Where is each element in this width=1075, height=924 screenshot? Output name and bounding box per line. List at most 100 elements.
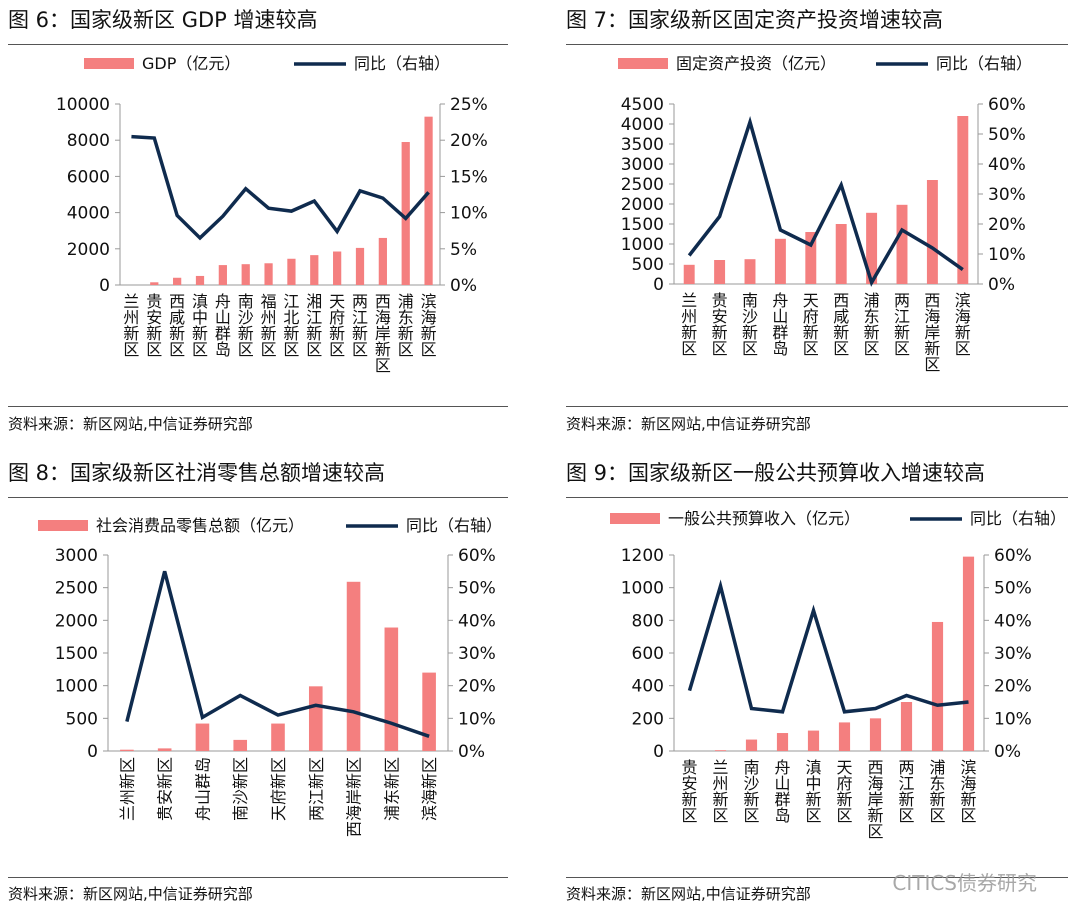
yoy-growth-line: [687, 579, 969, 714]
bar-南沙新区: [233, 739, 248, 751]
left-axis-tick-label: 3000: [55, 546, 98, 566]
bar-贵安新区: [714, 260, 726, 284]
source-divider: [566, 877, 1068, 878]
legend-line-label: 同比（右轴）: [354, 54, 450, 73]
right-axis-tick-label: 20%: [458, 677, 496, 697]
bar-贵安新区: [157, 748, 172, 751]
bar-浦东新区: [384, 627, 399, 751]
bar-兰州新区: [714, 750, 727, 751]
legend-bar-label: GDP（亿元）: [142, 54, 240, 73]
bar-兰州新区: [120, 749, 134, 751]
right-axis-tick-label: 60%: [994, 546, 1032, 566]
bar-滨海新区: [957, 116, 969, 284]
left-axis-tick-label: 500: [66, 709, 98, 729]
bar-兰州新区: [683, 264, 695, 284]
source-divider: [8, 877, 508, 878]
source-divider: [8, 406, 508, 407]
bar-南沙新区: [744, 259, 756, 284]
right-axis-tick-label: 40%: [994, 611, 1032, 631]
chart-plot-fig8: 社会消费品零售总额（亿元） 同比（右轴） 0 500 1000 1500 2000 2500 3…: [38, 516, 502, 837]
legend-line-label: 同比（右轴）: [970, 509, 1066, 528]
bar-福州新区: [264, 263, 273, 285]
right-axis-tick-label: 30%: [994, 644, 1032, 664]
title-divider: [566, 44, 1068, 45]
yoy-growth-line: [131, 134, 430, 241]
right-axis-tick-label: 0%: [450, 276, 477, 296]
right-axis-tick-label: 30%: [458, 644, 496, 664]
right-axis-tick-label: 0%: [988, 275, 1015, 295]
bar-西海岸新区: [869, 718, 882, 751]
left-axis-tick-label: 3000: [621, 155, 664, 175]
title-divider: [8, 497, 508, 498]
legend-bar-label: 社会消费品零售总额（亿元）: [96, 516, 304, 535]
category-label: 湘江新区: [306, 292, 322, 359]
bar-滇中新区: [195, 275, 205, 285]
bar-两江新区: [308, 686, 323, 751]
left-axis-tick-label: 4500: [621, 95, 664, 115]
bar-浦东新区: [931, 621, 944, 751]
category-label: 两江新区: [352, 292, 368, 359]
left-axis-tick-label: 0: [653, 742, 664, 762]
category-label: 天府新区: [836, 758, 852, 825]
category-label: 兰州新区: [712, 758, 728, 825]
bar-西海岸新区: [346, 581, 361, 751]
right-axis-tick-label: 40%: [458, 611, 496, 631]
category-label: 两江新区: [894, 291, 910, 358]
right-axis-tick-label: 50%: [988, 125, 1026, 145]
left-axis-tick-label: 0: [87, 742, 98, 762]
title-divider: [8, 44, 508, 45]
category-label: 天府新区: [269, 757, 288, 821]
category-label: 滨海新区: [421, 292, 437, 359]
legend-line-label: 同比（右轴）: [406, 516, 502, 535]
left-axis-tick-label: 1000: [55, 677, 98, 697]
bar-浦东新区: [866, 212, 878, 284]
category-label: 西海岸新区: [867, 758, 883, 841]
category-label: 滇中新区: [192, 292, 208, 359]
chart-source: 资料来源：新区网站,中信证券研究部: [566, 885, 811, 903]
right-axis-tick-label: 30%: [988, 185, 1026, 205]
category-label: 南沙新区: [742, 291, 758, 358]
left-axis-tick-label: 400: [632, 677, 664, 697]
chart-title: 图 6：国家级新区 GDP 增速较高: [8, 8, 318, 32]
left-axis-tick-label: 2000: [67, 240, 110, 260]
category-label: 滨海新区: [955, 291, 971, 358]
right-axis-tick-label: 10%: [458, 709, 496, 729]
left-axis-tick-label: 3500: [621, 135, 664, 155]
category-label: 两江新区: [307, 757, 326, 821]
category-label: 贵安新区: [156, 757, 175, 821]
right-axis-tick-label: 50%: [458, 579, 496, 599]
right-axis-tick-label: 0%: [994, 742, 1021, 762]
left-axis-tick-label: 8000: [67, 131, 110, 151]
left-axis-tick-label: 2500: [55, 579, 98, 599]
bar-舟山群岛: [195, 723, 210, 751]
category-label: 滇中新区: [805, 758, 821, 825]
left-axis-tick-label: 4000: [67, 204, 110, 224]
bar-两江新区: [355, 247, 365, 285]
chart-plot-fig7: 固定资产投资（亿元） 同比（右轴） 050010001500200025003000…: [618, 54, 1032, 374]
chart-title: 图 8：国家级新区社消零售总额增速较高: [8, 461, 386, 485]
category-label: 舟山群岛: [215, 292, 231, 359]
left-axis-tick-label: 1000: [621, 235, 664, 255]
left-axis-tick-label: 800: [632, 611, 664, 631]
legend-bar-label: 固定资产投资（亿元）: [676, 54, 836, 73]
chart-panel-fig7: 图 7：国家级新区固定资产投资增速较高 固定资产投资（亿元） 同比（右轴） 0 500…: [566, 6, 1068, 444]
legend-bar-swatch: [84, 58, 134, 69]
category-label: 南沙新区: [238, 292, 254, 359]
category-label: 西海岸新区: [375, 292, 391, 375]
bar-江北新区: [287, 258, 296, 285]
left-axis-tick-label: 0: [99, 276, 110, 296]
legend-bar-swatch: [610, 513, 660, 524]
bar-滨海新区: [962, 556, 975, 751]
legend-bar-swatch: [618, 58, 668, 69]
category-label: 浦东新区: [929, 758, 945, 825]
category-label: 天府新区: [803, 291, 819, 358]
category-label: 兰州新区: [123, 292, 139, 359]
bar-浦东新区: [401, 142, 410, 285]
category-label: 西海岸新区: [345, 757, 364, 837]
category-label: 南沙新区: [743, 758, 759, 825]
left-axis-tick-label: 200: [632, 709, 664, 729]
bar-天府新区: [805, 232, 817, 284]
category-label: 兰州新区: [118, 757, 137, 821]
category-label: 贵安新区: [681, 758, 697, 825]
yoy-growth-line: [125, 570, 430, 738]
